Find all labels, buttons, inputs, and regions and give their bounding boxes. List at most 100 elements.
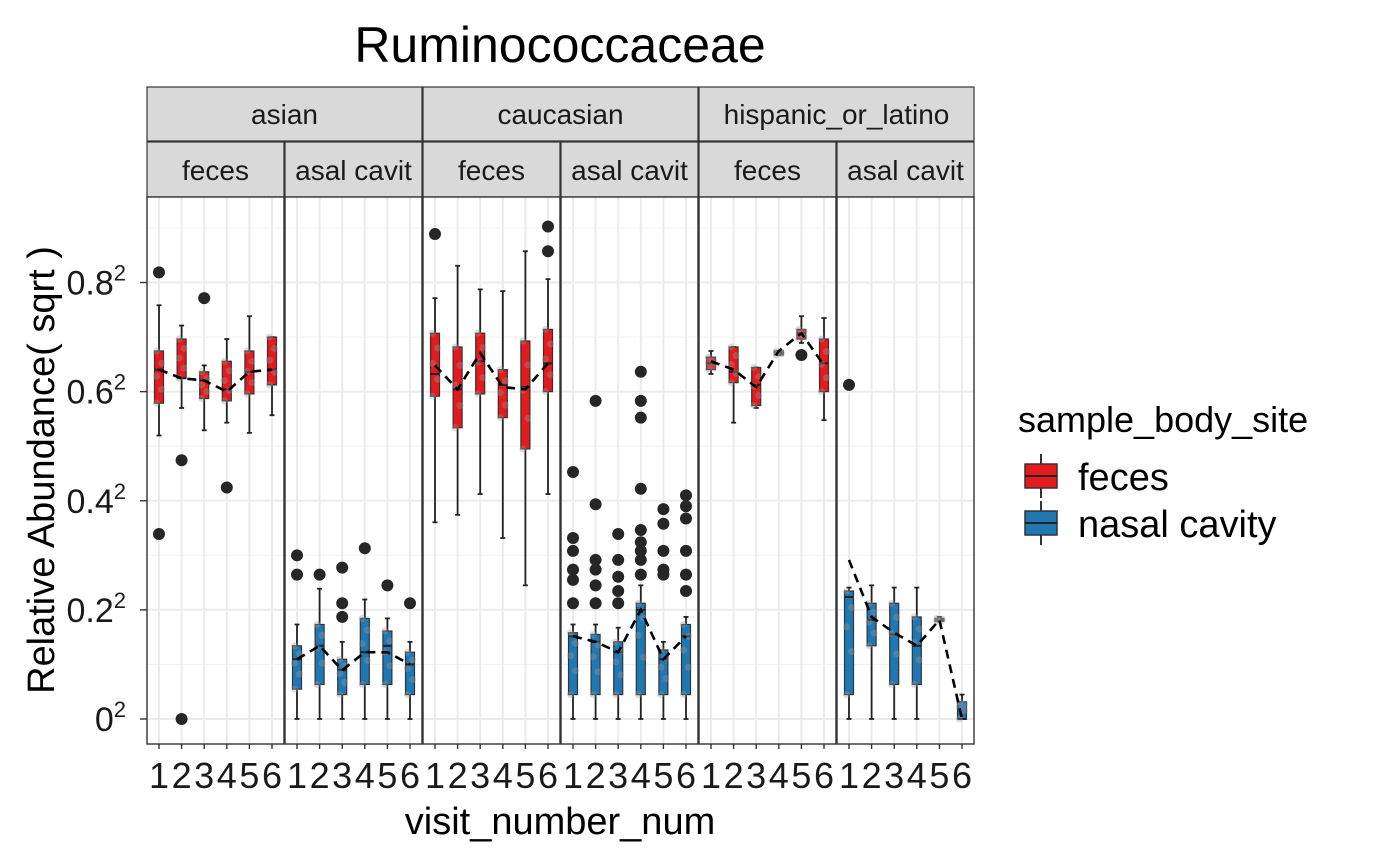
jitter-point: [434, 344, 441, 352]
jitter-point: [843, 623, 850, 631]
x-tick-label: 3: [470, 755, 490, 796]
jitter-point: [843, 587, 850, 595]
panel-background: [147, 197, 284, 744]
jitter-point: [220, 397, 228, 405]
outlier-point: [634, 482, 647, 495]
strip-top-label: caucasian: [497, 99, 623, 130]
jitter-point: [612, 638, 620, 646]
box: [911, 616, 922, 686]
outlier-point: [429, 228, 441, 241]
jitter-point: [680, 691, 687, 699]
box: [153, 350, 165, 404]
jitter-point: [755, 392, 763, 400]
jitter-point: [617, 671, 625, 679]
outlier-point: [358, 542, 371, 555]
legend-title: sample_body_site: [1018, 399, 1308, 440]
jitter-point: [818, 388, 825, 396]
x-tick-label: 5: [653, 755, 673, 796]
y-tick-label: 0.62: [66, 370, 126, 412]
jitter-point: [318, 659, 326, 667]
jitter-point: [567, 691, 574, 699]
jitter-point: [451, 343, 459, 351]
outlier-point: [153, 527, 165, 540]
jitter-point: [634, 599, 642, 607]
x-tick-label: 3: [884, 755, 904, 796]
panel-border: [146, 196, 285, 745]
jitter-point: [589, 630, 597, 638]
jitter-point: [910, 680, 918, 688]
jitter-point: [567, 652, 574, 660]
outlier-point: [567, 597, 579, 610]
x-tick-label: 4: [217, 755, 237, 796]
legend-item-label: nasal cavity: [1078, 504, 1277, 546]
jitter-point: [456, 361, 464, 369]
outlier-point: [634, 544, 647, 557]
jitter-point: [496, 414, 504, 422]
y-tick-exponent: 2: [114, 588, 126, 613]
jitter-point: [710, 362, 717, 370]
outlier-point: [567, 465, 579, 478]
jitter-point: [870, 608, 878, 616]
y-tick-exponent: 2: [114, 261, 126, 286]
strip-sub-label: feces: [458, 155, 525, 186]
jitter-point: [291, 642, 298, 650]
outlier-point: [589, 553, 602, 566]
jitter-point: [634, 631, 642, 639]
box: [291, 645, 303, 690]
jitter-point: [409, 675, 416, 683]
mean-line: [158, 368, 273, 394]
outlier-point: [589, 394, 602, 407]
x-tick-label: 4: [631, 755, 651, 796]
outlier-point: [680, 568, 692, 581]
jitter-point: [870, 629, 878, 637]
strip-sub-bg: [422, 141, 561, 198]
jitter-point: [777, 350, 785, 358]
outlier-point: [589, 563, 602, 576]
panel: feces: [146, 141, 285, 745]
jitter-point: [266, 356, 273, 364]
jitter-point: [479, 374, 487, 382]
y-tick-base: 0.6: [66, 374, 113, 412]
jitter-point: [961, 706, 968, 714]
box: [429, 332, 441, 397]
box: [635, 602, 646, 696]
x-axis-label: visit_number_num: [405, 801, 715, 843]
x-tick-label: 2: [724, 755, 744, 796]
x-tick-label: 3: [332, 755, 352, 796]
chart-title: Ruminococcaceae: [354, 17, 765, 73]
jitter-point: [358, 614, 366, 622]
y-tick-base: 0.2: [66, 592, 113, 630]
x-tick-label: 3: [608, 755, 628, 796]
jitter-point: [474, 329, 482, 337]
panel-background: [423, 197, 560, 744]
jitter-point: [818, 360, 825, 368]
strip-sub-bg: [284, 141, 423, 198]
outlier-point: [567, 544, 579, 557]
x-tick-label: 6: [676, 755, 696, 796]
jitter-point: [634, 691, 642, 699]
outlier-point: [843, 378, 855, 391]
y-tick-base: 0: [95, 701, 114, 739]
jitter-point: [336, 691, 344, 699]
outlier-point: [198, 292, 211, 305]
x-tick-label: 4: [493, 755, 513, 796]
outlier-point: [220, 481, 233, 494]
jitter-point: [956, 703, 963, 711]
outlier-point: [153, 266, 165, 279]
y-tick-base: 0.8: [66, 265, 113, 303]
jitter-point: [680, 620, 687, 628]
outlier-point: [291, 549, 303, 562]
mean-line: [572, 606, 687, 662]
box: [818, 338, 830, 393]
outlier-point: [657, 503, 670, 516]
jitter-point: [795, 335, 803, 343]
x-tick-label: 6: [262, 755, 282, 796]
jitter-point: [732, 369, 740, 377]
jitter-point: [386, 662, 394, 670]
jitter-point: [381, 627, 389, 635]
jitter-point: [386, 637, 394, 645]
outlier-point: [542, 220, 554, 233]
jitter-point: [589, 691, 597, 699]
